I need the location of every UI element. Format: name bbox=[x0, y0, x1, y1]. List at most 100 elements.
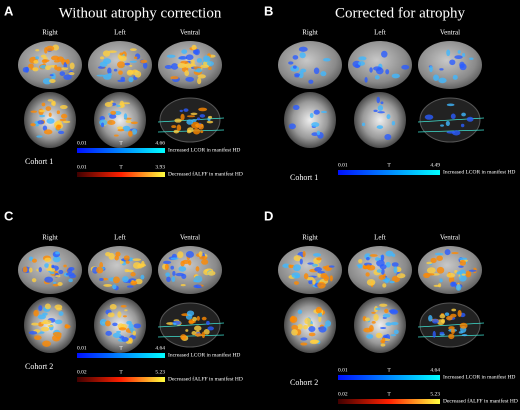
activation bbox=[44, 257, 52, 263]
activation bbox=[393, 329, 399, 335]
colorbar-min: 0.01 bbox=[77, 345, 87, 351]
activation bbox=[438, 283, 442, 288]
activation bbox=[380, 343, 386, 347]
activation bbox=[49, 74, 54, 77]
activation bbox=[451, 281, 457, 286]
activation bbox=[192, 316, 197, 322]
activation bbox=[58, 130, 65, 135]
activation bbox=[30, 123, 36, 127]
activation bbox=[99, 278, 104, 281]
activation bbox=[33, 309, 39, 317]
activation bbox=[468, 269, 477, 272]
activation bbox=[380, 326, 387, 330]
activation bbox=[176, 124, 182, 132]
activation bbox=[134, 70, 142, 78]
activation bbox=[102, 50, 111, 57]
view-label: Right bbox=[302, 29, 318, 37]
activation bbox=[364, 77, 368, 83]
activation bbox=[33, 335, 42, 341]
activation bbox=[45, 106, 52, 111]
activation bbox=[119, 52, 124, 56]
activation bbox=[59, 105, 68, 110]
activation bbox=[117, 311, 122, 318]
activation bbox=[131, 128, 138, 135]
activation bbox=[187, 127, 194, 133]
panel-title: Without atrophy correction bbox=[59, 5, 222, 21]
activation bbox=[180, 113, 185, 121]
activation bbox=[433, 74, 439, 81]
activation bbox=[180, 260, 185, 267]
activation bbox=[366, 279, 376, 286]
activation bbox=[68, 72, 75, 76]
activation bbox=[465, 270, 472, 278]
activation bbox=[436, 255, 443, 261]
activation bbox=[452, 130, 461, 136]
activation bbox=[196, 58, 203, 63]
activation bbox=[201, 331, 206, 339]
activation bbox=[59, 118, 67, 122]
activation bbox=[193, 69, 201, 72]
activation bbox=[290, 315, 295, 323]
activation bbox=[364, 253, 372, 260]
activation bbox=[191, 121, 200, 129]
activation bbox=[323, 275, 329, 282]
activation bbox=[368, 324, 374, 332]
activation bbox=[172, 322, 177, 326]
activation bbox=[439, 314, 446, 319]
activation bbox=[304, 317, 311, 325]
activation bbox=[208, 66, 212, 71]
slice-line bbox=[417, 129, 485, 133]
activation bbox=[170, 76, 179, 80]
activation bbox=[426, 261, 433, 265]
activation bbox=[308, 325, 316, 332]
activation bbox=[375, 332, 383, 339]
activation bbox=[291, 329, 298, 336]
activation bbox=[454, 55, 463, 60]
activation bbox=[450, 113, 456, 120]
activation bbox=[389, 309, 398, 314]
activation bbox=[64, 324, 71, 329]
activation bbox=[133, 323, 142, 329]
activation bbox=[121, 336, 129, 342]
activation bbox=[382, 283, 387, 288]
view-label: Left bbox=[374, 29, 386, 37]
colorbar-stat: T bbox=[387, 391, 391, 397]
activation bbox=[57, 282, 63, 286]
activation bbox=[384, 134, 392, 140]
activation bbox=[164, 64, 173, 70]
activation bbox=[297, 309, 303, 315]
view-label: Left bbox=[114, 29, 126, 37]
activation bbox=[198, 251, 203, 257]
activation bbox=[282, 263, 290, 268]
activation bbox=[366, 334, 374, 339]
activation bbox=[390, 321, 399, 326]
activation bbox=[446, 103, 455, 107]
activation bbox=[58, 311, 64, 316]
activation bbox=[313, 253, 322, 257]
colorbar-caption: Increased LCOR in manifest HD bbox=[443, 168, 515, 175]
activation bbox=[313, 67, 320, 75]
activation bbox=[322, 57, 331, 62]
activation bbox=[63, 264, 67, 268]
activation bbox=[438, 77, 447, 84]
activation bbox=[300, 342, 308, 346]
activation bbox=[357, 264, 363, 269]
activation bbox=[170, 265, 175, 270]
activation bbox=[193, 275, 203, 283]
activation bbox=[358, 61, 365, 66]
activation bbox=[130, 280, 138, 286]
activation bbox=[197, 77, 202, 85]
activation bbox=[173, 129, 180, 134]
activation bbox=[201, 259, 209, 265]
activation bbox=[401, 64, 410, 70]
activation bbox=[51, 55, 60, 61]
activation bbox=[206, 120, 214, 124]
activation bbox=[460, 123, 465, 128]
colorbar-caption: Increased LCOR in manifest HD bbox=[168, 146, 240, 153]
activation bbox=[316, 257, 322, 261]
activation bbox=[446, 272, 456, 278]
activation bbox=[46, 118, 55, 124]
activation bbox=[431, 318, 439, 324]
colorbar bbox=[77, 353, 165, 358]
activation bbox=[458, 265, 464, 268]
